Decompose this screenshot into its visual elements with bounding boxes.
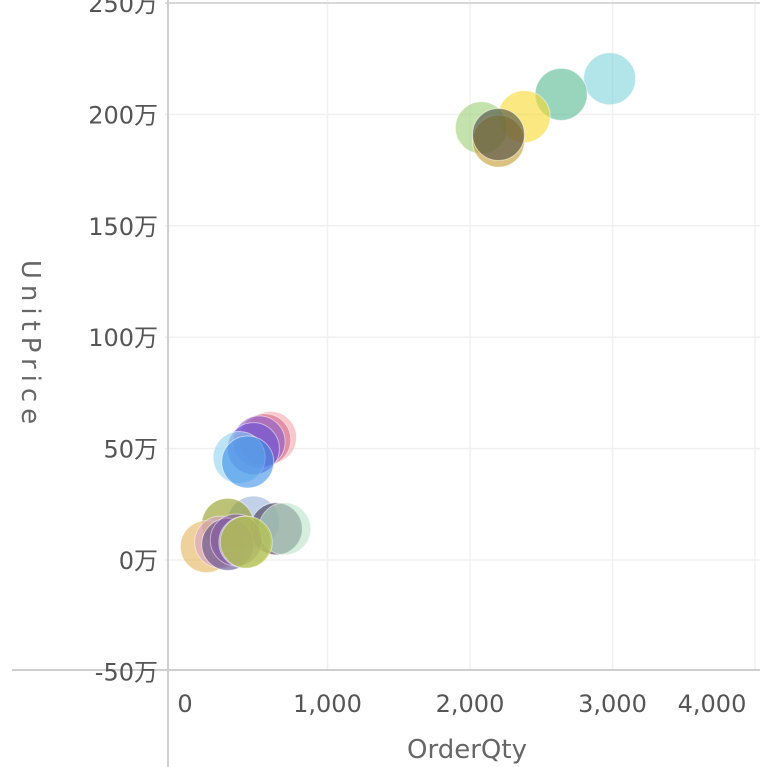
scatter-point bbox=[583, 52, 637, 106]
y-tick-label: 150万 bbox=[88, 213, 158, 241]
y-axis-title: UnitPrice bbox=[15, 260, 45, 430]
grid-layer bbox=[165, 0, 760, 670]
x-tick-label: 2,000 bbox=[436, 690, 505, 718]
x-tick-label: 1,000 bbox=[293, 690, 362, 718]
scatter-point bbox=[472, 107, 525, 161]
y-tick-label: 50万 bbox=[103, 436, 158, 464]
y-tick-label: 0万 bbox=[119, 547, 158, 575]
point-layer bbox=[179, 52, 637, 574]
x-tick-label: 4,000 bbox=[678, 690, 747, 718]
x-tick-label: 0 bbox=[177, 690, 192, 718]
x-axis-title: OrderQty bbox=[407, 735, 527, 765]
y-tick-label: 100万 bbox=[88, 324, 158, 352]
y-tick-label: 200万 bbox=[88, 101, 158, 129]
axis-layer bbox=[12, 0, 760, 767]
x-tick-label: 3,000 bbox=[578, 690, 647, 718]
y-tick-label: -50万 bbox=[95, 658, 158, 686]
scatter-point bbox=[219, 515, 273, 569]
scatter-point bbox=[221, 435, 275, 489]
label-layer: 250万 200万 150万 100万 50万 0万 -50万 0 1,000 2,000 3,00… bbox=[88, 0, 746, 718]
y-tick-label: 250万 bbox=[88, 0, 158, 18]
